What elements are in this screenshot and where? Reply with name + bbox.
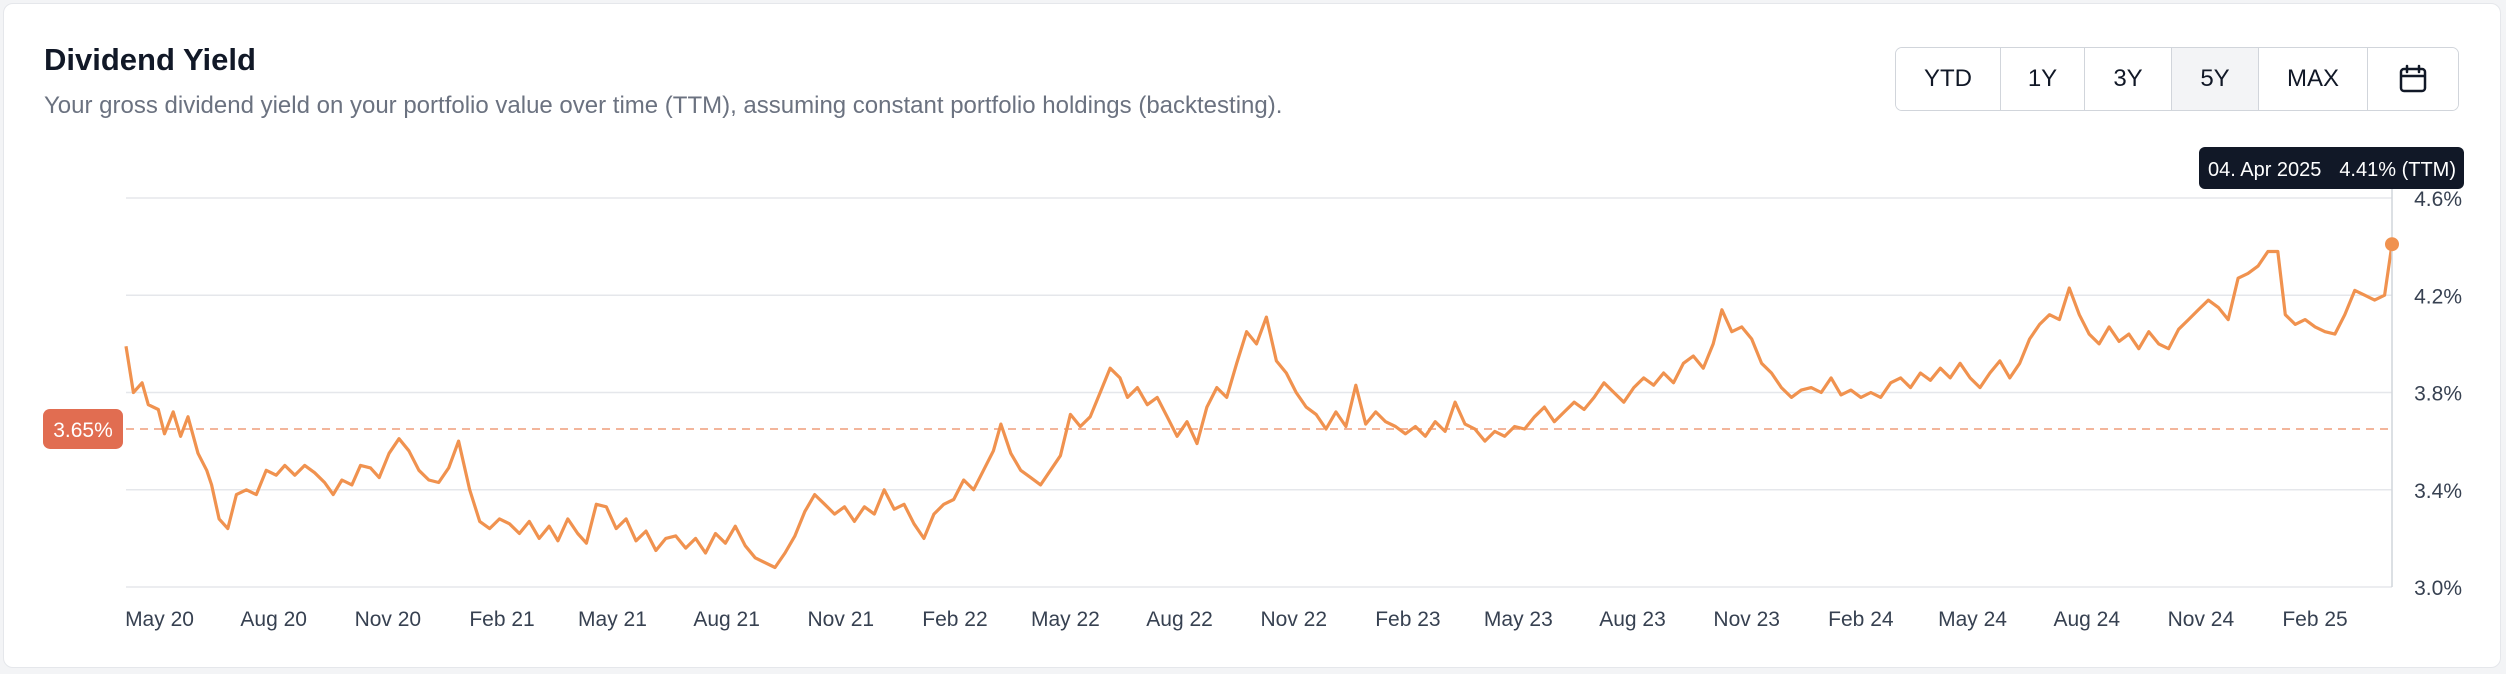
chart-title: Dividend Yield [44,42,256,77]
y-tick-label: 3.0% [2414,577,2462,600]
x-tick-label: Aug 23 [1599,608,1666,631]
tooltip-date: 04. Apr 2025 [2208,159,2321,181]
x-tick-label: May 22 [1031,608,1100,631]
range-button-3y[interactable]: 3Y [2084,48,2171,110]
x-tick-label: Nov 20 [355,608,422,631]
calendar-icon [2398,64,2428,94]
x-tick-label: Feb 24 [1828,608,1894,631]
x-tick-label: Nov 22 [1260,608,1327,631]
time-range-selector: YTD 1Y 3Y 5Y MAX [1895,47,2459,111]
x-tick-label: Nov 24 [2168,608,2235,631]
x-tick-label: May 24 [1938,608,2007,631]
dividend-yield-line [124,243,2394,570]
average-badge-background [43,408,123,449]
x-tick-label: Aug 21 [693,608,760,631]
calendar-button[interactable] [2367,48,2458,110]
tooltip: 04. Apr 2025 4.41% (TTM) [2199,147,2464,189]
tooltip-background [2199,147,2464,189]
x-tick-label: Feb 22 [922,608,987,631]
chart-subtitle: Your gross dividend yield on your portfo… [44,92,1283,119]
x-tick-label: Aug 24 [2053,608,2120,631]
average-badge: 3.65% [43,408,123,449]
x-tick-label: Aug 20 [240,608,307,631]
tooltip-value: 4.41% (TTM) [2339,159,2456,181]
range-button-ytd[interactable]: YTD [1896,48,2000,110]
x-tick-label: May 23 [1484,608,1553,631]
y-tick-label: 3.4% [2414,480,2462,503]
range-button-max[interactable]: MAX [2258,48,2367,110]
x-tick-label: Feb 21 [469,608,534,631]
average-badge-label: 3.65% [53,419,113,442]
range-button-5y[interactable]: 5Y [2171,48,2258,110]
current-value-point[interactable] [2385,237,2399,252]
x-tick-label: Feb 25 [2282,608,2347,631]
x-tick-label: Aug 22 [1146,608,1213,631]
range-button-1y[interactable]: 1Y [2000,48,2084,110]
y-tick-label: 4.6% [2414,188,2462,211]
dividend-yield-card: Dividend Yield Your gross dividend yield… [3,3,2501,668]
x-tick-label: Nov 21 [808,608,875,631]
x-tick-label: May 21 [578,608,647,631]
x-tick-label: Nov 23 [1713,608,1780,631]
y-tick-label: 4.2% [2414,285,2462,308]
x-tick-label: May 20 [125,608,194,631]
x-tick-label: Feb 23 [1375,608,1440,631]
y-tick-label: 3.8% [2414,383,2462,406]
